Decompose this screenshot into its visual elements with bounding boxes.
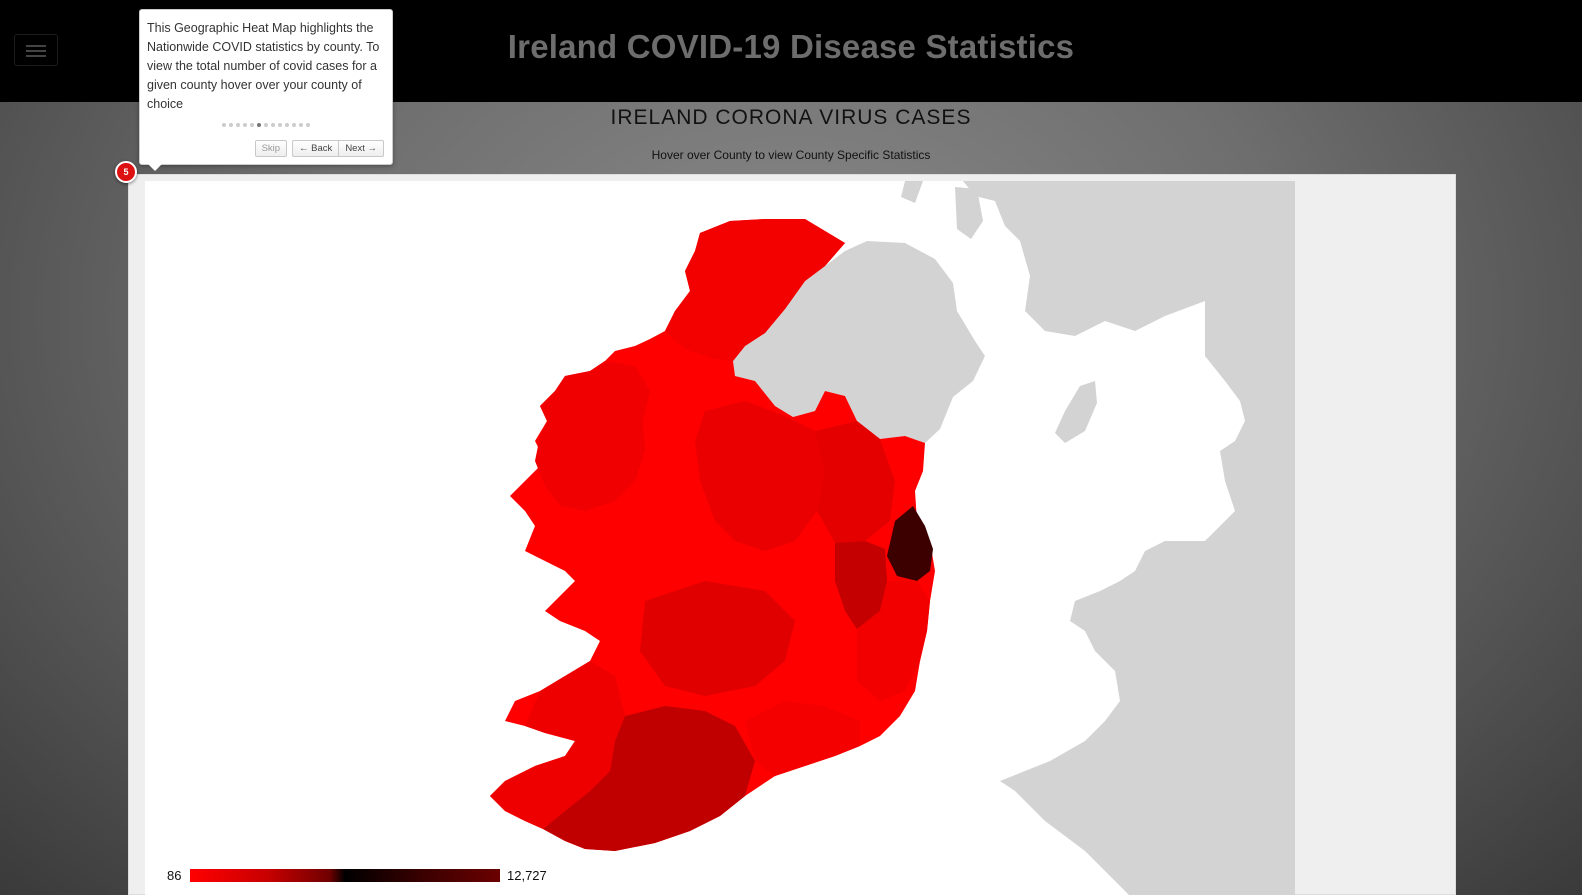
legend-min: 86 bbox=[167, 868, 182, 883]
county-donegal[interactable] bbox=[665, 219, 845, 361]
land-scotland bbox=[901, 181, 1295, 336]
county-kildare[interactable] bbox=[835, 541, 887, 629]
county-wicklow[interactable] bbox=[857, 581, 930, 701]
legend-gradient-bar bbox=[190, 869, 500, 882]
tour-text: This Geographic Heat Map highlights the … bbox=[147, 21, 380, 111]
tour-dot[interactable] bbox=[229, 123, 233, 127]
land-northern-ireland bbox=[733, 241, 985, 443]
tour-dot[interactable] bbox=[257, 123, 261, 127]
county-tipperary[interactable] bbox=[640, 581, 795, 696]
tour-progress-dots bbox=[140, 123, 392, 131]
heat-map: 86 12,727 bbox=[145, 181, 1295, 895]
map-panel: 86 12,727 bbox=[128, 174, 1456, 895]
section-subtitle: Hover over County to view County Specifi… bbox=[651, 148, 931, 162]
tour-dot[interactable] bbox=[306, 123, 310, 127]
tour-dot[interactable] bbox=[236, 123, 240, 127]
tour-dot[interactable] bbox=[299, 123, 303, 127]
land-isle-of-man bbox=[1055, 381, 1097, 443]
section-title: IRELAND CORONA VIRUS CASES bbox=[610, 106, 972, 129]
skip-button[interactable]: Skip bbox=[254, 140, 288, 157]
tour-dot[interactable] bbox=[292, 123, 296, 127]
tour-dot[interactable] bbox=[271, 123, 275, 127]
site-title: Ireland COVID-19 Disease Statistics bbox=[507, 28, 1075, 65]
county-midlands[interactable] bbox=[695, 401, 825, 551]
tour-dot[interactable] bbox=[278, 123, 282, 127]
ireland-map bbox=[490, 181, 1295, 895]
tour-dot[interactable] bbox=[285, 123, 289, 127]
county-waterford[interactable] bbox=[745, 701, 860, 776]
tour-dot[interactable] bbox=[222, 123, 226, 127]
county-cork[interactable] bbox=[543, 706, 755, 851]
next-button[interactable]: Next → bbox=[338, 140, 384, 157]
tour-tooltip: This Geographic Heat Map highlights the … bbox=[139, 9, 393, 171]
tour-step-badge: 5 bbox=[115, 161, 137, 183]
county-mayo[interactable] bbox=[535, 361, 650, 511]
county-kerry[interactable] bbox=[490, 661, 625, 829]
tour-dot[interactable] bbox=[243, 123, 247, 127]
back-button[interactable]: ← Back bbox=[292, 140, 339, 157]
county-meath[interactable] bbox=[815, 421, 895, 543]
hamburger-menu-icon[interactable] bbox=[14, 34, 58, 66]
land-great-britain bbox=[1000, 286, 1295, 895]
legend-max: 12,727 bbox=[507, 868, 547, 883]
tour-dot[interactable] bbox=[264, 123, 268, 127]
tour-dot[interactable] bbox=[250, 123, 254, 127]
tour-buttons: Skip ← Back Next → bbox=[254, 140, 384, 157]
county-dublin[interactable] bbox=[887, 506, 933, 581]
